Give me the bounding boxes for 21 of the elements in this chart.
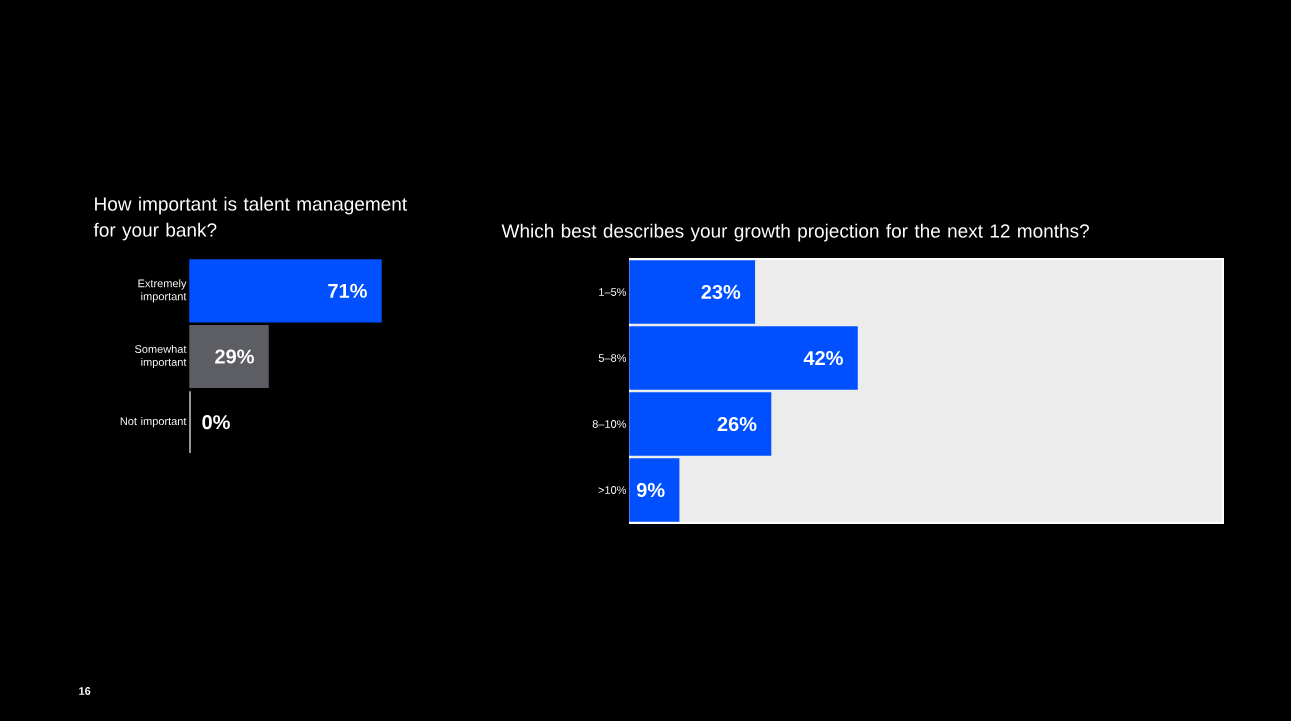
data-label: 29% (215, 349, 254, 364)
y-tick-label: 5–8% (598, 354, 627, 362)
y-tick-label: 1–5% (599, 288, 627, 296)
chart-title: Which best describes your growth projection for the next 12 months? (501, 223, 1089, 242)
bar (629, 458, 680, 522)
y-tick-label: Extremely important (138, 279, 187, 303)
data-label: 0% (202, 415, 230, 430)
bar (629, 392, 772, 456)
y-tick-label: >10% (598, 486, 627, 494)
y-tick-label: 8–10% (592, 420, 627, 428)
data-label: 42% (803, 350, 843, 366)
y-tick-label: Not important (120, 417, 187, 428)
y-tick-label: Somewhat important (135, 344, 187, 369)
bar (629, 260, 756, 324)
data-label: 9% (636, 482, 665, 498)
data-label: 71% (328, 283, 367, 298)
bar (629, 326, 858, 390)
data-label: 23% (701, 284, 741, 300)
chart-title: How important is talent management for your bank? (93, 196, 407, 241)
data-label: 26% (717, 416, 757, 432)
text: 16 (79, 687, 91, 695)
